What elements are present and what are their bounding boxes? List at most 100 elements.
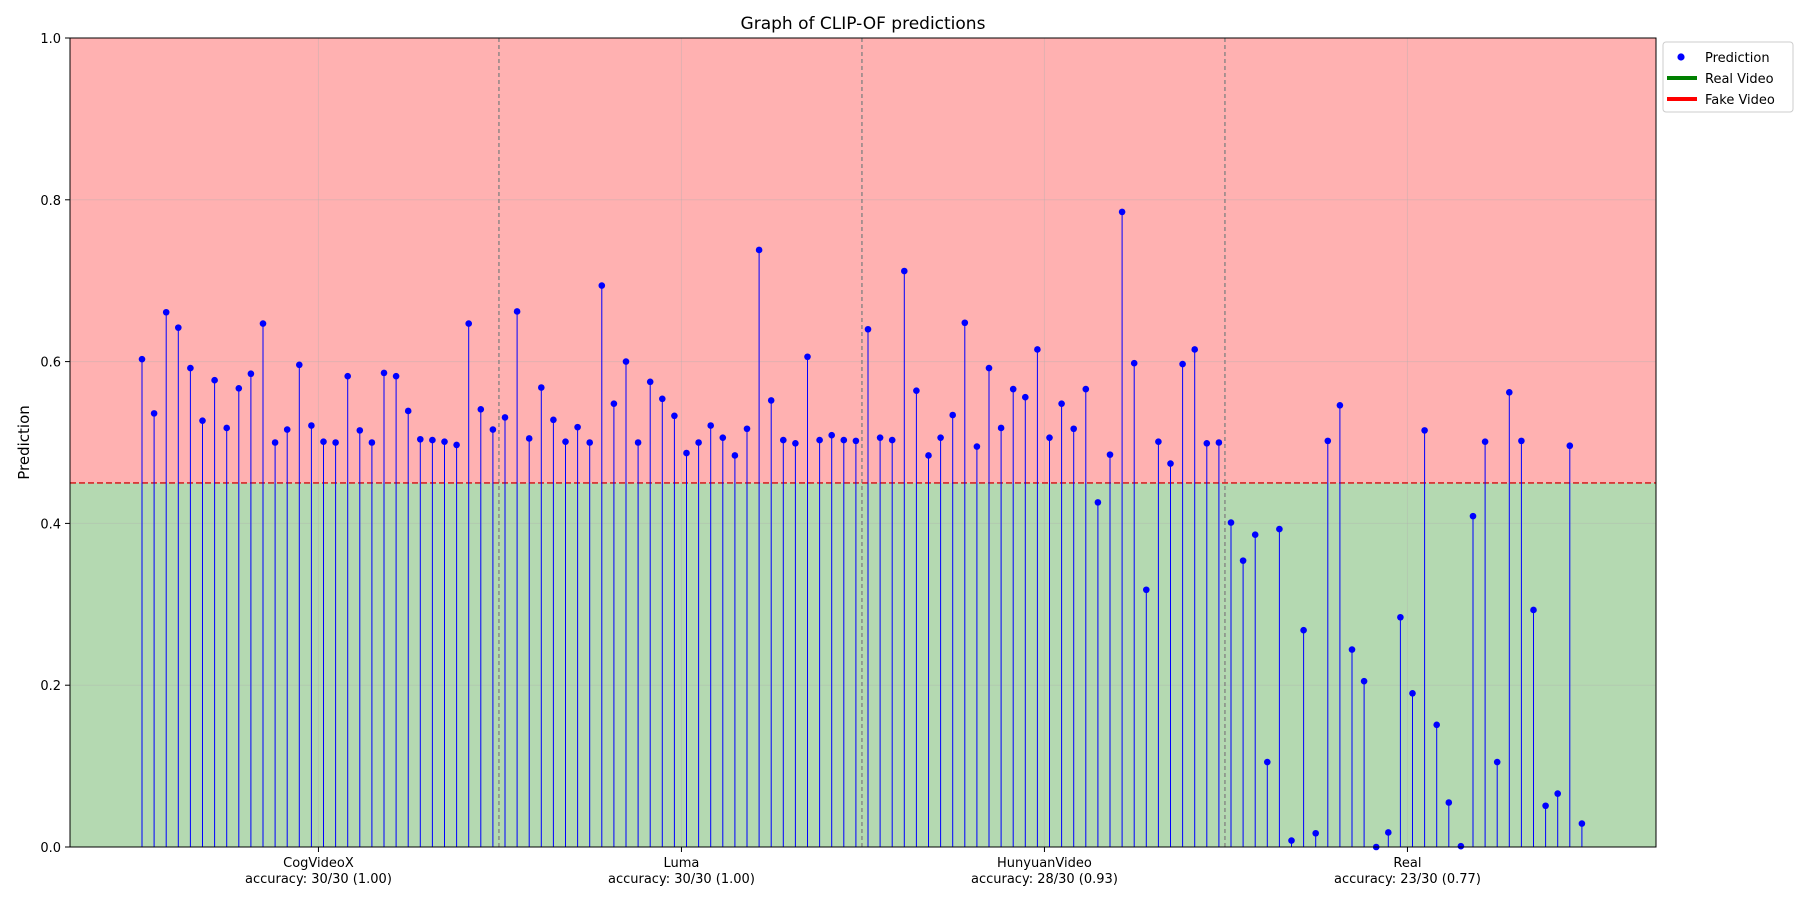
x-tick-label: Real: [1393, 856, 1421, 871]
point-hunyuanvideo-5: [913, 387, 920, 395]
point-luma-22: [755, 246, 763, 254]
point-cogvideox-29: [477, 406, 485, 413]
point-real-22: [1481, 438, 1489, 445]
point-hunyuanvideo-21: [1106, 451, 1114, 458]
point-cogvideox-3: [162, 308, 170, 316]
point-cogvideox-28: [465, 320, 473, 327]
point-hunyuanvideo-18: [1070, 425, 1077, 433]
point-luma-17: [695, 439, 702, 446]
point-hunyuanvideo-29: [1203, 440, 1211, 447]
point-cogvideox-17: [332, 439, 339, 446]
point-hunyuanvideo-24: [1143, 586, 1150, 594]
point-hunyuanvideo-4: [901, 267, 908, 275]
point-luma-13: [646, 378, 654, 386]
point-real-17: [1421, 427, 1428, 434]
legend-label: Prediction: [1705, 51, 1770, 66]
legend-box: [1662, 41, 1794, 113]
point-hunyuanvideo-9: [961, 319, 969, 327]
y-tick-label: 0.2: [40, 679, 61, 694]
group-separators: [498, 38, 1226, 847]
point-real-19: [1445, 799, 1453, 806]
point-hunyuanvideo-16: [1046, 434, 1053, 441]
point-luma-29: [840, 436, 848, 444]
point-real-9: [1324, 437, 1332, 445]
point-luma-18: [707, 422, 714, 429]
legend-marker: [1677, 53, 1685, 61]
point-cogvideox-11: [259, 320, 267, 327]
prediction-markers: [138, 208, 1586, 851]
point-luma-24: [780, 436, 787, 444]
point-luma-6: [562, 438, 569, 445]
real-region: [70, 482, 1656, 847]
point-hunyuanvideo-13: [1009, 385, 1017, 393]
point-real-24: [1506, 389, 1513, 396]
point-cogvideox-23: [404, 407, 412, 415]
point-luma-27: [816, 436, 823, 444]
grid-lines: [70, 38, 1656, 847]
point-luma-25: [792, 440, 799, 447]
point-hunyuanvideo-3: [888, 436, 896, 444]
point-hunyuanvideo-8: [949, 411, 956, 419]
point-cogvideox-10: [247, 370, 255, 378]
y-tick-label: 1.0: [40, 32, 61, 47]
group-accuracy-label: accuracy: 30/30 (1.00): [608, 872, 755, 887]
x-tick-label: HunyuanVideo: [997, 856, 1092, 871]
chart-title: Graph of CLIP-OF predictions: [741, 14, 986, 34]
point-luma-7: [574, 423, 581, 431]
point-hunyuanvideo-14: [1022, 393, 1029, 401]
point-real-10: [1336, 401, 1344, 409]
x-tick-label: CogVideoX: [283, 856, 354, 871]
point-cogvideox-25: [429, 436, 436, 444]
point-real-26: [1530, 606, 1537, 614]
point-cogvideox-18: [344, 372, 352, 380]
point-luma-14: [659, 395, 666, 403]
y-tick-label: 0.8: [40, 194, 61, 209]
point-luma-30: [852, 437, 860, 445]
point-hunyuanvideo-17: [1058, 400, 1065, 407]
point-real-8: [1312, 829, 1319, 837]
point-real-23: [1493, 758, 1501, 766]
point-real-2: [1239, 557, 1247, 564]
point-real-16: [1409, 689, 1416, 697]
point-luma-26: [804, 353, 811, 361]
point-real-20: [1457, 842, 1465, 850]
point-cogvideox-7: [211, 376, 218, 384]
point-real-11: [1348, 646, 1356, 653]
point-cogvideox-24: [417, 435, 424, 443]
point-hunyuanvideo-23: [1130, 359, 1138, 367]
point-cogvideox-6: [199, 417, 206, 424]
point-cogvideox-2: [150, 410, 158, 417]
y-tick-label: 0.4: [40, 517, 61, 532]
point-real-27: [1542, 802, 1549, 810]
legend-label: Fake Video: [1705, 93, 1775, 108]
point-cogvideox-15: [308, 422, 315, 429]
point-real-18: [1433, 721, 1440, 729]
point-hunyuanvideo-26: [1167, 460, 1174, 467]
point-hunyuanvideo-7: [937, 434, 944, 441]
point-real-29: [1566, 442, 1574, 450]
point-real-12: [1360, 677, 1368, 685]
point-luma-12: [634, 439, 642, 446]
point-cogvideox-16: [320, 438, 327, 445]
point-hunyuanvideo-10: [973, 443, 981, 450]
point-hunyuanvideo-28: [1191, 346, 1198, 353]
point-real-14: [1385, 829, 1392, 836]
group-accuracy-label: accuracy: 23/30 (0.77): [1334, 872, 1481, 887]
point-luma-1: [501, 414, 509, 421]
point-luma-2: [513, 308, 521, 315]
point-hunyuanvideo-19: [1082, 385, 1090, 393]
point-cogvideox-13: [283, 426, 291, 433]
point-real-21: [1469, 512, 1477, 520]
point-real-25: [1518, 437, 1525, 445]
point-luma-10: [610, 400, 618, 407]
point-real-4: [1264, 758, 1271, 766]
y-axis-label: Prediction: [15, 405, 33, 480]
point-hunyuanvideo-25: [1155, 438, 1162, 445]
point-real-6: [1288, 837, 1295, 844]
point-cogvideox-9: [235, 384, 243, 392]
prediction-stems: [141, 211, 1583, 847]
point-real-3: [1251, 531, 1259, 539]
point-cogvideox-21: [380, 369, 388, 377]
point-cogvideox-12: [271, 439, 279, 446]
